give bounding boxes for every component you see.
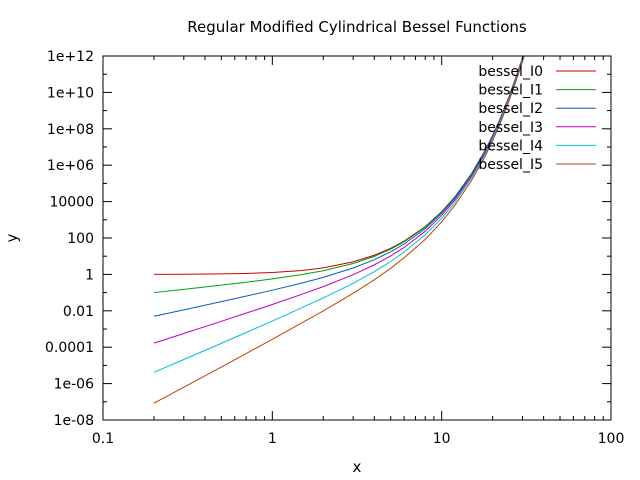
y-tick-label: 100 xyxy=(67,231,94,247)
legend: bessel_I0 bessel_I1 bessel_I2 bessel_I3bess… xyxy=(478,64,596,173)
series-line-bessel-I4 xyxy=(153,56,525,373)
x-tick-label: 100 xyxy=(598,431,625,447)
y-tick-label: 1 xyxy=(85,267,94,283)
series-layer xyxy=(153,56,525,404)
y-tick-label: 0.0001 xyxy=(45,340,94,356)
x-tick-label: 10 xyxy=(433,431,451,447)
y-tick-label: 1e+12 xyxy=(47,49,94,65)
series-line-bessel-I1 xyxy=(153,56,524,294)
y-tick-label: 1e+08 xyxy=(47,122,94,138)
y-tick-label: 1e-06 xyxy=(54,377,94,393)
legend-label: bessel_I4 xyxy=(478,138,543,154)
series-line-bessel-I3 xyxy=(153,56,524,344)
y-tick-label: 1e+06 xyxy=(47,158,94,174)
legend-label: bessel_I1 xyxy=(478,83,543,99)
legend-label: bessel_I2 xyxy=(478,101,543,117)
y-axis-label: y xyxy=(3,233,21,242)
x-axis-ticks: 0.1 1 10 100 xyxy=(92,56,625,447)
series-line-bessel-I5 xyxy=(153,56,525,404)
y-tick-label: 1e+10 xyxy=(47,85,94,101)
legend-label: bessel_I3 xyxy=(478,120,543,136)
legend-label: bessel_I5 xyxy=(478,157,543,173)
y-axis-ticks: 1e-08 1e-06 0.0001 0.01 1 100 10000 1e+06 1e+08 1… xyxy=(45,49,611,429)
x-axis-label: x xyxy=(353,458,362,476)
series-line-bessel-I2 xyxy=(153,56,524,317)
x-tick-label: 1 xyxy=(268,431,277,447)
x-tick-label: 0.1 xyxy=(92,431,114,447)
legend-label: bessel_I0 xyxy=(478,64,543,80)
series-line-bessel-I0 xyxy=(153,56,524,275)
y-tick-label: 0.01 xyxy=(63,304,94,320)
y-tick-label: 1e-08 xyxy=(54,413,94,429)
chart-title: Regular Modified Cylindrical Bessel Func… xyxy=(187,18,527,36)
y-tick-label: 10000 xyxy=(49,195,94,211)
